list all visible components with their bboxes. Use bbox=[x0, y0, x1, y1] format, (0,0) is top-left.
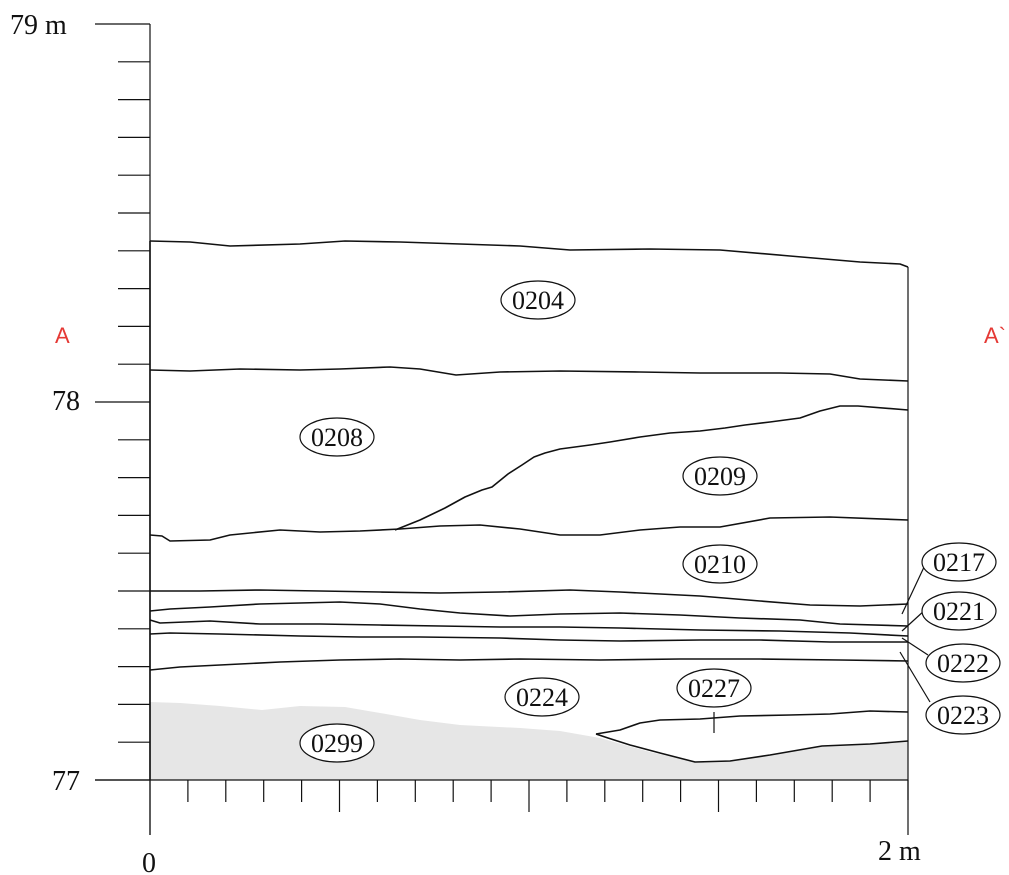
layer-label-0223: 0223 bbox=[925, 695, 1001, 735]
section-marker-a: A bbox=[55, 323, 70, 348]
axis-label-2m: 2 m bbox=[878, 836, 921, 867]
boundary-0227-0299 bbox=[595, 733, 909, 763]
leader-0221 bbox=[901, 609, 926, 632]
boundary-0222-0223 bbox=[149, 632, 908, 643]
layer-label-text: 0221 bbox=[933, 597, 985, 626]
layer-label-ellipse bbox=[299, 723, 375, 763]
layer-label-text: 0224 bbox=[516, 683, 568, 712]
layer-label-text: 0217 bbox=[933, 548, 985, 577]
layer-label-0224: 0224 bbox=[504, 677, 580, 717]
layer-label-ellipse bbox=[299, 417, 375, 457]
layer-label-ellipse bbox=[682, 544, 758, 584]
layer-label-0204: 0204 bbox=[500, 280, 576, 320]
layer-label-0210: 0210 bbox=[682, 544, 758, 584]
layer-label-0217: 0217 bbox=[921, 542, 997, 582]
layer-label-text: 0223 bbox=[937, 701, 989, 730]
layer-label-text: 0299 bbox=[311, 729, 363, 758]
leader-0223 bbox=[899, 651, 931, 703]
layer-label-text: 0222 bbox=[937, 649, 989, 678]
layer-label-text: 0209 bbox=[694, 462, 746, 491]
layer-label-text: 0210 bbox=[694, 550, 746, 579]
layer-label-ellipse bbox=[925, 695, 1001, 735]
boundary-0224-0299 bbox=[595, 710, 909, 735]
boundary-top-0204 bbox=[149, 240, 909, 268]
layer-label-ellipse bbox=[925, 643, 1001, 683]
layer-label-0209: 0209 bbox=[682, 456, 758, 496]
axis-label-77: 77 bbox=[52, 766, 80, 797]
boundary-0217-0221 bbox=[149, 601, 909, 627]
layer-label-ellipse bbox=[500, 280, 576, 320]
boundary-0210-0217 bbox=[150, 589, 909, 607]
layer-label-0221: 0221 bbox=[921, 591, 997, 631]
axis-label-79m: 79 m bbox=[10, 10, 67, 41]
layer-label-0208: 0208 bbox=[299, 417, 375, 457]
layer-label-ellipse bbox=[921, 542, 997, 582]
layer-label-text: 0227 bbox=[688, 674, 740, 703]
boundary-0221-0222 bbox=[149, 619, 909, 637]
axis-label-0: 0 bbox=[142, 848, 156, 875]
layer-label-ellipse bbox=[682, 456, 758, 496]
layer-label-text: 0208 bbox=[311, 423, 363, 452]
layer-label-0222: 0222 bbox=[925, 643, 1001, 683]
section-marker-a-prime: A` bbox=[984, 323, 1006, 348]
layer-label-ellipse bbox=[921, 591, 997, 631]
boundary-0223-0224 bbox=[149, 658, 909, 671]
layer-label-ellipse bbox=[676, 668, 752, 708]
horizontal-axis-ticks bbox=[149, 780, 909, 835]
boundary-0204-0208 bbox=[149, 366, 909, 382]
axis-label-78: 78 bbox=[52, 386, 80, 417]
layer-label-text: 0204 bbox=[512, 286, 564, 315]
boundary-0208-0209 bbox=[394, 405, 909, 531]
layer-label-ellipse bbox=[504, 677, 580, 717]
vertical-axis-ticks bbox=[95, 23, 150, 781]
leader-0222 bbox=[901, 637, 929, 656]
layer-label-0299: 0299 bbox=[299, 723, 375, 763]
boundary-0209-0210 bbox=[149, 516, 909, 542]
layer-label-0227: 0227 bbox=[676, 668, 752, 708]
leader-0217 bbox=[901, 564, 926, 615]
